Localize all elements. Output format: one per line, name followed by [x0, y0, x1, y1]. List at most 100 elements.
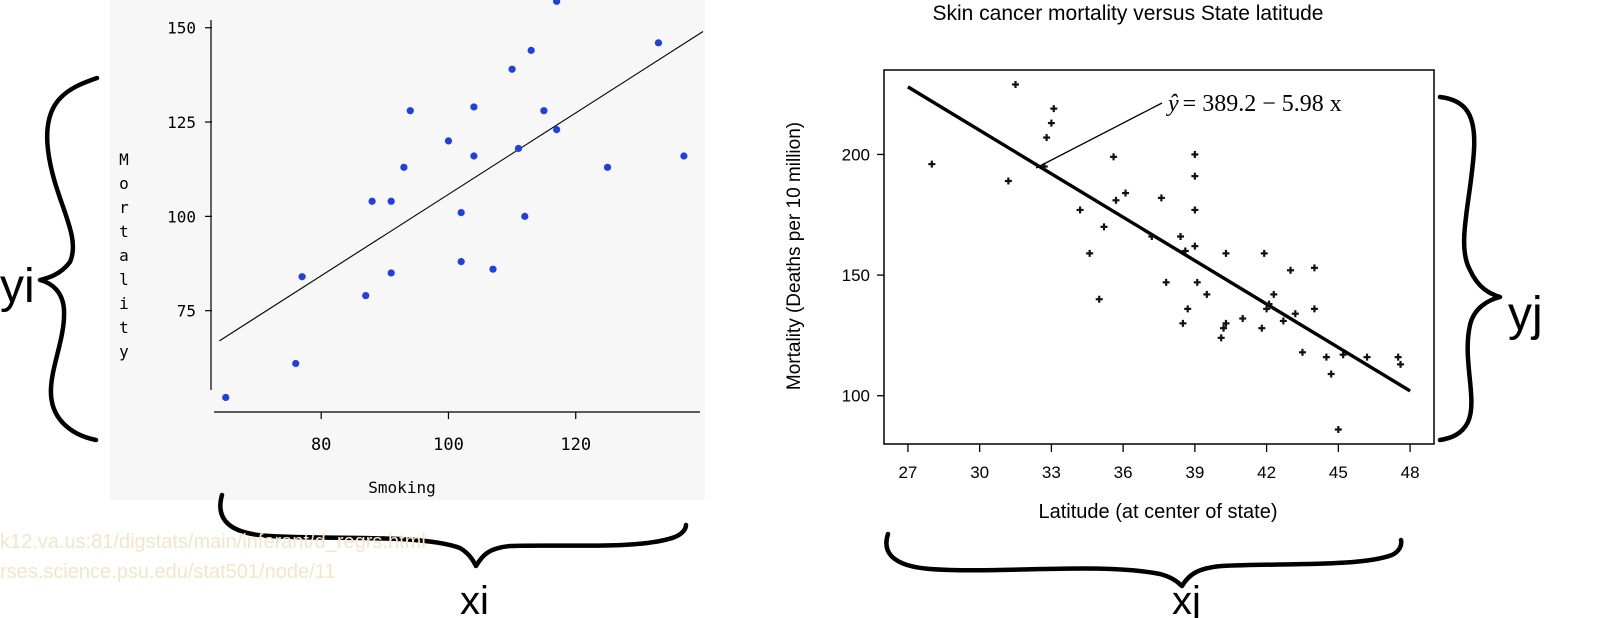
right-data-point: [1334, 426, 1342, 434]
left-data-point: [362, 291, 370, 300]
right-regression-line: [907, 85, 1411, 393]
left-y-tick-label: 150: [167, 19, 196, 38]
right-data-points: [928, 80, 1405, 434]
left-x-tick-label: 120: [560, 435, 591, 455]
right-data-point: [1095, 295, 1103, 303]
left-data-point: [292, 359, 300, 368]
right-x-annotation-main: xj: [1172, 579, 1201, 618]
right-plot-frame: [883, 69, 1435, 445]
right-data-point: [1222, 319, 1230, 327]
right-data-point: [1193, 278, 1201, 286]
right-data-point: [1220, 324, 1228, 332]
right-y-tick-label: 100: [842, 387, 870, 406]
equation-leader-line: [1035, 102, 1163, 169]
annotation-layer: [37, 75, 1503, 589]
left-x-brace: [218, 492, 689, 569]
left-data-point: [298, 273, 306, 281]
right-x-tick-label: 33: [1042, 463, 1061, 482]
right-data-point: [1203, 290, 1211, 298]
right-data-point: [1263, 305, 1271, 313]
right-data-point: [1047, 119, 1055, 127]
left-data-point: [514, 144, 523, 153]
right-data-point: [1191, 206, 1199, 214]
left-y-annotation-main: yi: [0, 260, 35, 313]
right-data-point: [1217, 334, 1225, 342]
right-data-point: [1327, 370, 1335, 378]
right-data-point: [1239, 315, 1247, 323]
left-y-tick-label: 125: [167, 113, 196, 132]
right-x-tick-label: 48: [1401, 463, 1420, 482]
right-y-tick-label: 200: [842, 145, 870, 164]
regression-equation: ŷ = 389.2 − 5.98 x: [1166, 91, 1342, 117]
right-x-tick-label: 42: [1257, 463, 1276, 482]
left-data-point: [489, 265, 497, 273]
right-y-annotation-main: yj: [1508, 288, 1543, 341]
left-y-annotation: yi: [0, 260, 35, 313]
right-data-point: [1177, 232, 1185, 240]
left-data-point: [387, 269, 395, 277]
left-y-tick-label: 75: [177, 302, 196, 321]
right-data-point: [1310, 305, 1318, 313]
left-data-point: [553, 125, 561, 134]
latitude-mortality-chart: Skin cancer mortality versus State latit…: [784, 2, 1435, 523]
left-data-point: [470, 103, 478, 111]
right-x-ticks: 27 30 33 36 39 42 45 48: [898, 444, 1420, 482]
right-x-annotation: xj: [1172, 579, 1201, 618]
left-data-point: [222, 393, 230, 402]
left-data-point: [368, 197, 376, 205]
source-url-1: k12.va.us:81/digstats/main/inferant/d_re…: [0, 531, 426, 553]
right-data-point: [1050, 105, 1058, 113]
right-data-point: [928, 160, 936, 168]
right-data-point: [1270, 290, 1278, 298]
right-x-axis-label: Latitude (at center of state): [1038, 501, 1277, 523]
right-data-point: [1265, 300, 1273, 308]
left-y-ticks: 75 100 125 150: [167, 19, 212, 321]
right-data-point: [1222, 249, 1230, 257]
right-data-point: [1191, 242, 1199, 250]
equation-rest: = 389.2 − 5.98 x: [1183, 91, 1342, 117]
right-x-tick-label: 45: [1329, 463, 1348, 482]
left-x-annotation: xi: [460, 579, 489, 618]
left-data-point: [387, 197, 395, 205]
left-data-point: [553, 0, 561, 5]
left-data-point: [508, 65, 516, 73]
left-data-point: [444, 137, 453, 145]
right-y-ticks: 100 150 200: [842, 145, 884, 406]
right-data-point: [1191, 172, 1199, 180]
left-x-annotation-main: xi: [460, 579, 489, 618]
right-data-point: [1086, 249, 1094, 257]
right-data-point: [1148, 232, 1156, 240]
right-data-point: [1287, 266, 1295, 274]
right-data-point: [1291, 310, 1299, 318]
right-y-brace: [1437, 94, 1503, 443]
right-y-annotation: yj: [1508, 288, 1543, 341]
left-x-ticks: 80 100 120: [311, 412, 591, 455]
left-data-point: [527, 46, 535, 54]
right-data-point: [1157, 194, 1165, 202]
right-chart-title: Skin cancer mortality versus State latit…: [932, 2, 1323, 25]
right-x-tick-label: 27: [898, 463, 917, 482]
left-data-point: [457, 208, 465, 217]
left-data-point: [470, 152, 478, 160]
right-x-tick-label: 30: [970, 463, 989, 482]
left-data-points: [222, 0, 688, 402]
left-data-point: [603, 163, 612, 171]
right-x-tick-label: 36: [1114, 463, 1133, 482]
right-data-point: [1112, 196, 1120, 204]
right-data-point: [1279, 317, 1287, 325]
left-data-point: [680, 152, 688, 160]
right-x-brace: [884, 531, 1404, 589]
left-x-axis-label: Smoking: [368, 478, 435, 497]
left-regression-line: [219, 31, 704, 342]
left-x-tick-label: 100: [433, 435, 464, 455]
right-data-point: [1322, 353, 1330, 361]
right-data-point: [1298, 348, 1306, 356]
right-data-point: [1260, 249, 1268, 257]
right-data-point: [1043, 134, 1051, 142]
right-data-point: [1110, 153, 1118, 161]
left-x-tick-label: 80: [311, 435, 331, 455]
right-data-point: [1162, 278, 1170, 286]
equation-yhat: ŷ: [1166, 91, 1179, 117]
